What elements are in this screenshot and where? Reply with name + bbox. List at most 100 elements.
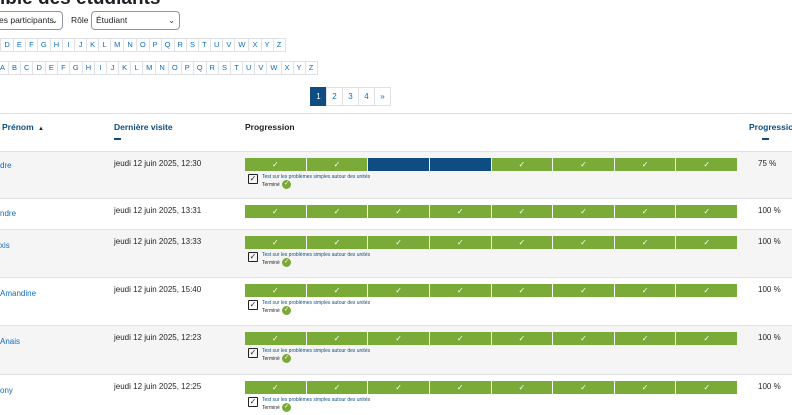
activity-complete-segment[interactable]: ✓: [491, 381, 553, 394]
first-initial-w[interactable]: W: [234, 38, 250, 52]
first-initial-h[interactable]: H: [49, 38, 64, 52]
activity-complete-segment[interactable]: ✓: [306, 332, 368, 345]
activity-title-link[interactable]: Test sur les problèmes simples autour de…: [262, 348, 371, 354]
last-initial-m[interactable]: M: [142, 61, 157, 75]
last-initial-n[interactable]: N: [155, 61, 169, 75]
activity-complete-segment[interactable]: ✓: [491, 205, 553, 218]
activity-complete-segment[interactable]: ✓: [429, 284, 491, 297]
first-initial-z[interactable]: Z: [272, 38, 286, 52]
first-initial-q[interactable]: Q: [160, 38, 175, 52]
first-initial-d[interactable]: D: [0, 38, 14, 52]
last-initial-h[interactable]: H: [81, 61, 96, 75]
activity-complete-segment[interactable]: ✓: [306, 158, 368, 171]
activity-complete-segment[interactable]: ✓: [245, 332, 306, 345]
activity-complete-segment[interactable]: ✓: [553, 205, 614, 218]
activity-complete-segment[interactable]: ✓: [429, 205, 491, 218]
activity-complete-segment[interactable]: ✓: [553, 236, 614, 249]
student-name-link[interactable]: dre: [0, 161, 12, 170]
student-name-link[interactable]: xis: [0, 241, 10, 250]
activity-complete-segment[interactable]: ✓: [676, 381, 737, 394]
activity-complete-segment[interactable]: ✓: [676, 332, 737, 345]
activity-complete-segment[interactable]: ✓: [306, 284, 368, 297]
next-page-button[interactable]: »: [374, 87, 391, 106]
activity-complete-segment[interactable]: ✓: [368, 205, 429, 218]
first-initial-u[interactable]: U: [209, 38, 224, 52]
activity-complete-segment[interactable]: ✓: [614, 158, 676, 171]
first-initial-x[interactable]: X: [248, 38, 262, 52]
last-initial-d[interactable]: D: [32, 61, 46, 75]
first-initial-n[interactable]: N: [123, 38, 137, 52]
activity-complete-segment[interactable]: ✓: [491, 158, 553, 171]
page-button-1[interactable]: 1: [310, 87, 327, 106]
first-initial-o[interactable]: O: [135, 38, 150, 52]
activity-title-link[interactable]: Test sur les problèmes simples autour de…: [262, 300, 371, 306]
activity-complete-segment[interactable]: ✓: [429, 332, 491, 345]
activity-complete-segment[interactable]: ✓: [491, 284, 553, 297]
activity-complete-segment[interactable]: ✓: [306, 381, 368, 394]
activity-incomplete-segment[interactable]: [429, 158, 491, 171]
activity-complete-segment[interactable]: ✓: [306, 236, 368, 249]
student-name-link[interactable]: ndre: [0, 209, 17, 218]
activity-complete-segment[interactable]: ✓: [553, 332, 614, 345]
activity-complete-segment[interactable]: ✓: [553, 158, 614, 171]
last-initial-e[interactable]: E: [44, 61, 58, 75]
last-initial-y[interactable]: Y: [292, 61, 306, 75]
first-initial-j[interactable]: J: [74, 38, 88, 52]
last-initial-o[interactable]: O: [167, 61, 182, 75]
last-initial-w[interactable]: W: [266, 61, 282, 75]
activity-complete-segment[interactable]: ✓: [553, 381, 614, 394]
activity-complete-segment[interactable]: ✓: [614, 381, 676, 394]
first-initial-g[interactable]: G: [36, 38, 51, 52]
activity-complete-segment[interactable]: ✓: [614, 284, 676, 297]
student-name-link[interactable]: ony: [0, 386, 13, 395]
first-initial-s[interactable]: S: [185, 38, 199, 52]
last-initial-q[interactable]: Q: [192, 61, 207, 75]
last-initial-u[interactable]: U: [241, 61, 256, 75]
last-initial-r[interactable]: R: [205, 61, 219, 75]
student-name-link[interactable]: Amandine: [0, 289, 37, 298]
activity-complete-segment[interactable]: ✓: [676, 284, 737, 297]
role-select[interactable]: Étudiant ⌄: [91, 11, 180, 30]
activity-title-link[interactable]: Test sur les problèmes simples autour de…: [262, 397, 371, 403]
activity-complete-segment[interactable]: ✓: [245, 236, 306, 249]
activity-complete-segment[interactable]: ✓: [306, 205, 368, 218]
page-button-4[interactable]: 4: [358, 87, 375, 106]
column-header-first-name[interactable]: Prénom ▲: [2, 122, 44, 132]
activity-complete-segment[interactable]: ✓: [245, 158, 306, 171]
last-initial-p[interactable]: P: [180, 61, 194, 75]
activity-complete-segment[interactable]: ✓: [676, 236, 737, 249]
activity-complete-segment[interactable]: ✓: [553, 284, 614, 297]
activity-complete-segment[interactable]: ✓: [429, 236, 491, 249]
activity-complete-segment[interactable]: ✓: [245, 205, 306, 218]
page-button-2[interactable]: 2: [326, 87, 343, 106]
last-initial-g[interactable]: G: [68, 61, 83, 75]
last-initial-z[interactable]: Z: [304, 61, 318, 75]
first-initial-r[interactable]: R: [173, 38, 187, 52]
first-initial-m[interactable]: M: [110, 38, 125, 52]
activity-complete-segment[interactable]: ✓: [491, 236, 553, 249]
activity-complete-segment[interactable]: ✓: [614, 236, 676, 249]
first-initial-f[interactable]: F: [24, 38, 38, 52]
last-initial-c[interactable]: C: [20, 61, 34, 75]
activity-complete-segment[interactable]: ✓: [368, 236, 429, 249]
activity-complete-segment[interactable]: ✓: [676, 158, 737, 171]
activity-complete-segment[interactable]: ✓: [368, 381, 429, 394]
participants-select[interactable]: es participants ⌄: [0, 11, 63, 30]
activity-complete-segment[interactable]: ✓: [368, 284, 429, 297]
activity-complete-segment[interactable]: ✓: [491, 332, 553, 345]
activity-complete-segment[interactable]: ✓: [614, 205, 676, 218]
activity-complete-segment[interactable]: ✓: [429, 381, 491, 394]
last-initial-j[interactable]: J: [106, 61, 120, 75]
activity-complete-segment[interactable]: ✓: [676, 205, 737, 218]
activity-complete-segment[interactable]: ✓: [368, 332, 429, 345]
activity-title-link[interactable]: Test sur les problèmes simples autour de…: [262, 252, 371, 258]
page-button-3[interactable]: 3: [342, 87, 359, 106]
column-header-last-visit[interactable]: Dernière visite: [114, 122, 173, 140]
activity-title-link[interactable]: Test sur les problèmes simples autour de…: [262, 174, 371, 180]
activity-incomplete-segment[interactable]: [368, 158, 429, 171]
column-header-progress-percent[interactable]: Progression: [749, 122, 792, 140]
student-name-link[interactable]: Anais: [0, 337, 21, 346]
activity-complete-segment[interactable]: ✓: [614, 332, 676, 345]
activity-complete-segment[interactable]: ✓: [245, 381, 306, 394]
activity-complete-segment[interactable]: ✓: [245, 284, 306, 297]
